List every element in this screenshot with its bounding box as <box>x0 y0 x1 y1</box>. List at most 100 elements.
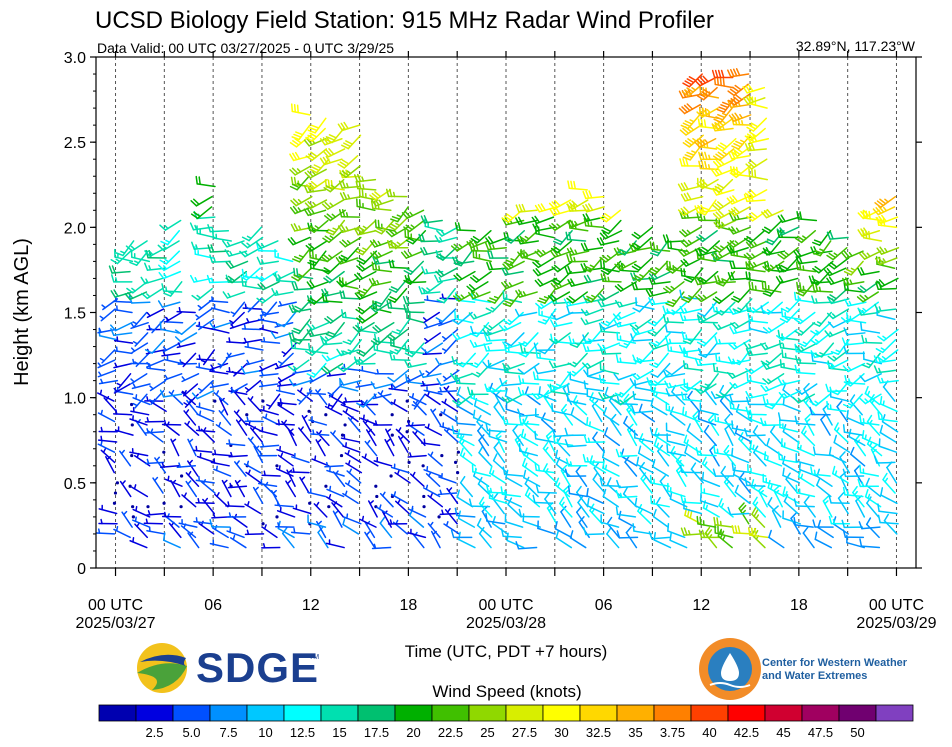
wind-barb <box>304 168 327 179</box>
barb-half-flag <box>568 300 572 306</box>
barb-flag <box>456 386 461 395</box>
wind-barb <box>502 311 524 326</box>
barb-flag <box>743 193 748 203</box>
barb-flag <box>726 197 733 205</box>
barb-flag <box>679 464 683 473</box>
barb-flag <box>537 204 544 212</box>
barb-flag <box>585 204 591 212</box>
barb-flag <box>680 527 685 536</box>
barb-flag <box>679 305 685 314</box>
barb-half-flag <box>589 264 595 268</box>
wind-barb <box>734 484 751 505</box>
barb-half-flag <box>750 368 755 373</box>
barb-shaft <box>517 546 538 550</box>
barb-shaft <box>502 535 522 539</box>
wind-barb <box>405 421 426 427</box>
barb-flag <box>568 231 572 241</box>
barb-flag <box>629 324 637 331</box>
barb-half-flag <box>332 227 338 231</box>
barb-flag <box>745 390 751 399</box>
barb-shaft <box>555 537 573 549</box>
wind-barb <box>305 342 327 357</box>
barb-half-flag <box>703 215 706 222</box>
wind-barb <box>306 388 327 396</box>
barb-half-flag <box>132 341 139 345</box>
wind-barb <box>390 491 409 505</box>
barb-shaft <box>779 419 799 423</box>
wind-barb <box>762 373 785 385</box>
barb-flag <box>782 467 785 477</box>
barb-flag <box>601 229 610 235</box>
barb-flag <box>727 90 735 97</box>
barb-flag <box>270 331 277 339</box>
wind-barb <box>332 510 343 528</box>
barb-shaft <box>162 539 181 549</box>
barb-flag <box>341 170 350 177</box>
barb-flag <box>471 372 480 378</box>
barb-half-flag <box>280 452 284 458</box>
barb-shaft <box>601 456 620 467</box>
wind-barb <box>225 352 245 359</box>
barb-flag <box>745 96 752 104</box>
barb-flag <box>583 275 589 284</box>
barb-flag <box>521 203 526 213</box>
barb-half-flag <box>230 311 236 315</box>
barb-flag <box>632 523 635 532</box>
barb-flag <box>747 312 751 322</box>
barb-flag <box>570 180 574 190</box>
barb-half-flag <box>407 421 411 427</box>
wind-barb <box>384 438 395 457</box>
wind-barb <box>408 393 427 406</box>
barb-flag <box>485 512 488 522</box>
barb-shaft <box>724 419 736 436</box>
barb-shaft <box>768 536 785 549</box>
barb-flag <box>518 415 522 424</box>
wind-barb <box>532 371 554 382</box>
wind-barb <box>287 236 311 246</box>
barb-flag <box>683 278 692 283</box>
barb-half-flag <box>260 370 264 377</box>
barb-half-flag <box>345 212 349 218</box>
wind-barb <box>257 479 278 487</box>
wind-barb <box>336 277 359 288</box>
barb-flag <box>276 322 285 328</box>
barb-flag <box>190 200 198 207</box>
calm-mark <box>421 464 425 468</box>
barb-flag <box>305 244 313 252</box>
barb-flag <box>289 169 296 176</box>
barb-flag <box>715 146 724 152</box>
barb-half-flag <box>204 497 209 503</box>
wind-barb <box>244 416 264 423</box>
barb-flag <box>582 267 591 273</box>
barb-shaft <box>633 530 653 535</box>
wind-barb <box>276 506 296 518</box>
wind-barb <box>648 297 671 306</box>
wind-barb <box>551 402 571 416</box>
barb-shaft <box>585 533 605 536</box>
wind-barb <box>679 158 701 167</box>
wind-barb <box>592 431 606 453</box>
wind-barb <box>487 250 509 259</box>
wind-barb <box>753 445 767 467</box>
calm-mark <box>422 494 426 499</box>
barb-half-flag <box>308 388 312 395</box>
barb-flag <box>760 360 769 366</box>
wind-barb <box>436 378 460 386</box>
barb-half-flag <box>509 299 515 303</box>
barb-flag <box>553 245 561 252</box>
barb-flag <box>566 247 572 256</box>
barb-flag <box>733 295 742 301</box>
wind-barb <box>768 529 785 549</box>
barb-shaft <box>652 465 670 477</box>
calm-mark <box>343 423 347 427</box>
barb-half-flag <box>135 394 138 400</box>
barb-half-flag <box>523 433 527 439</box>
barb-half-flag <box>220 409 225 414</box>
barb-flag <box>729 326 735 335</box>
barb-flag <box>373 341 376 351</box>
wind-barb <box>679 305 703 314</box>
wind-barb <box>129 250 149 266</box>
barb-flag <box>505 259 514 264</box>
barb-flag <box>478 496 485 505</box>
wind-barb <box>427 521 441 539</box>
